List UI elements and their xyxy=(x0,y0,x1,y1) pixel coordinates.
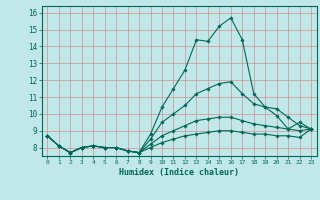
X-axis label: Humidex (Indice chaleur): Humidex (Indice chaleur) xyxy=(119,168,239,177)
